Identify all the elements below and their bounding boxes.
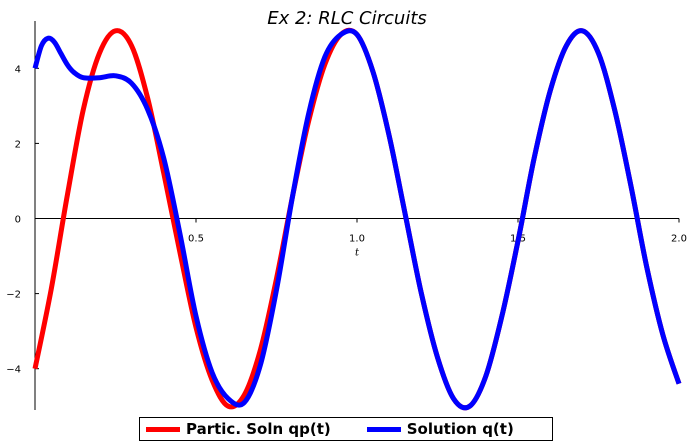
series-layer xyxy=(32,27,682,411)
legend-item-solution: Solution q(t) xyxy=(366,420,514,438)
y-tick-label: −4 xyxy=(6,365,21,376)
legend-item-particular: Partic. Soln qp(t) xyxy=(146,420,331,438)
legend-swatch-particular xyxy=(146,426,180,432)
series-line-solution xyxy=(32,28,682,411)
x-tick-label: 1.0 xyxy=(349,234,365,245)
legend-swatch-solution xyxy=(366,426,401,432)
y-tick-label: 0 xyxy=(15,215,21,226)
x-tick-label: 2.0 xyxy=(671,234,687,245)
legend-label-particular: Partic. Soln qp(t) xyxy=(186,420,331,438)
y-tick-label: 2 xyxy=(15,139,21,150)
x-tick-label: 0.5 xyxy=(188,234,204,245)
legend: Partic. Soln qp(t) Solution q(t) xyxy=(139,417,553,441)
x-axis-label: t xyxy=(355,248,360,259)
y-tick-label: 4 xyxy=(15,64,21,75)
legend-label-solution: Solution q(t) xyxy=(406,420,514,438)
chart-title: Ex 2: RLC Circuits xyxy=(267,8,427,29)
y-tick-label: −2 xyxy=(6,290,21,301)
